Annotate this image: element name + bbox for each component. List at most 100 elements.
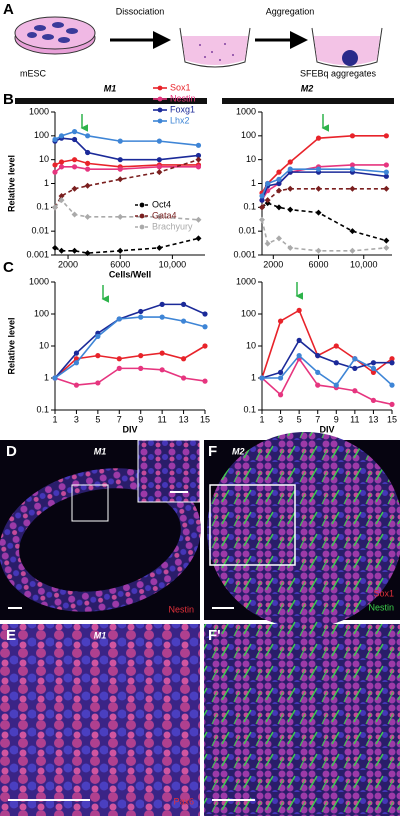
series-line <box>261 309 393 379</box>
point <box>277 318 284 324</box>
point <box>138 365 144 371</box>
point <box>116 365 122 371</box>
point <box>275 204 282 211</box>
point <box>296 353 302 359</box>
point <box>71 247 78 254</box>
series-line <box>54 198 199 221</box>
point <box>180 375 187 381</box>
point <box>195 156 202 163</box>
point <box>195 152 202 159</box>
start-label: mESC <box>20 68 47 78</box>
chart-title: M1 <box>104 83 117 93</box>
point <box>95 333 101 339</box>
y-tick-label: 100 <box>34 308 49 318</box>
point <box>370 397 377 403</box>
point <box>349 247 356 254</box>
x-tick-label: 3 <box>74 414 79 424</box>
stain-label: Nestin <box>368 602 394 612</box>
point <box>58 247 65 254</box>
point <box>277 369 284 375</box>
point <box>159 301 165 307</box>
y-tick-label: 0.1 <box>243 202 256 212</box>
x-axis-label: DIV <box>122 424 137 434</box>
point <box>333 382 339 388</box>
point <box>383 237 390 244</box>
x-tick-label: 9 <box>334 414 339 424</box>
point <box>195 142 202 148</box>
y-tick-label: 0.01 <box>238 226 256 236</box>
point <box>156 169 163 176</box>
point <box>383 173 389 179</box>
point <box>156 213 163 220</box>
y-tick-label: 100 <box>241 308 256 318</box>
series-line <box>54 303 206 379</box>
point <box>71 164 78 170</box>
point <box>71 185 78 192</box>
y-tick-label: 1000 <box>29 106 49 116</box>
point <box>259 193 265 199</box>
point <box>138 314 144 320</box>
step-label: Aggregation <box>266 6 315 16</box>
x-tick-label: 5 <box>297 414 302 424</box>
series-line <box>54 316 206 379</box>
panel-label: F' <box>208 627 221 644</box>
point <box>52 204 58 211</box>
point <box>349 185 356 192</box>
point <box>58 164 65 170</box>
series-line <box>261 171 387 201</box>
point <box>315 185 322 192</box>
stain-label: Nestin <box>168 604 194 614</box>
point <box>370 369 377 375</box>
point <box>383 169 389 175</box>
point <box>352 365 358 371</box>
point <box>202 378 208 384</box>
point <box>315 247 322 254</box>
y-tick-label: 1000 <box>236 276 256 286</box>
point <box>138 308 144 315</box>
aggregate <box>342 50 358 66</box>
point <box>52 244 58 251</box>
point <box>333 343 339 349</box>
point <box>73 350 80 356</box>
point <box>95 353 101 359</box>
point <box>117 176 124 183</box>
point <box>383 133 389 139</box>
point <box>383 244 390 251</box>
point <box>352 388 358 394</box>
stain-label: Sox1 <box>373 588 394 598</box>
legend-marker <box>139 213 145 219</box>
image-title: M1 <box>94 446 107 456</box>
y-tick-label: 1 <box>44 178 49 188</box>
image-title: M2 <box>232 446 245 456</box>
x-axis-label: DIV <box>319 424 334 434</box>
x-tick-label: 7 <box>315 414 320 424</box>
legend-label: Sox1 <box>170 82 191 92</box>
point <box>156 157 162 163</box>
point <box>349 166 356 172</box>
y-tick-label: 1 <box>44 372 49 382</box>
legend-label: Nestin <box>170 93 196 103</box>
point <box>287 206 294 213</box>
image <box>204 624 400 816</box>
point <box>349 133 356 139</box>
x-tick-label: 2000 <box>263 259 283 269</box>
series-line <box>261 202 387 242</box>
point <box>265 180 271 187</box>
x-tick-label: 11 <box>157 414 166 424</box>
point <box>58 192 65 199</box>
point <box>315 369 321 375</box>
series-line <box>261 339 392 379</box>
chart-title: M2 <box>301 83 314 93</box>
legend-label: Gata4 <box>152 210 177 220</box>
point <box>52 375 58 381</box>
point <box>276 180 282 187</box>
point <box>315 353 321 359</box>
point <box>259 216 265 223</box>
y-tick-label: 0.1 <box>243 404 256 414</box>
point <box>117 157 123 163</box>
y-tick-label: 0.001 <box>26 249 49 259</box>
y-tick-label: 100 <box>241 130 256 140</box>
point <box>259 204 265 211</box>
point <box>389 356 395 362</box>
point <box>275 187 282 194</box>
